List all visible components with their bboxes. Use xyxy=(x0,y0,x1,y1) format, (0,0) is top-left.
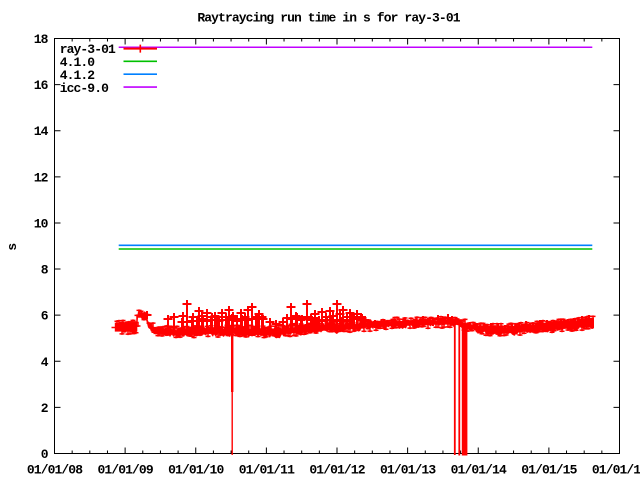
svg-text:18: 18 xyxy=(34,32,49,47)
svg-text:01/01/16: 01/01/16 xyxy=(592,463,640,478)
svg-text:01/01/11: 01/01/11 xyxy=(239,463,295,478)
svg-text:0: 0 xyxy=(41,447,49,462)
svg-text:01/01/14: 01/01/14 xyxy=(451,463,507,478)
svg-text:12: 12 xyxy=(34,170,49,185)
svg-text:4: 4 xyxy=(41,355,49,370)
svg-text:Raytraycing run time in s for: Raytraycing run time in s for ray-3-01 xyxy=(197,10,460,25)
svg-text:ray-3-01: ray-3-01 xyxy=(60,42,116,57)
svg-text:s: s xyxy=(5,243,20,251)
svg-text:01/01/08: 01/01/08 xyxy=(27,463,83,478)
svg-text:01/01/10: 01/01/10 xyxy=(168,463,224,478)
svg-text:14: 14 xyxy=(34,124,49,139)
svg-text:8: 8 xyxy=(41,263,49,278)
svg-text:4.1.2: 4.1.2 xyxy=(60,68,96,83)
svg-text:2: 2 xyxy=(41,401,49,416)
svg-text:01/01/12: 01/01/12 xyxy=(309,463,365,478)
svg-text:10: 10 xyxy=(34,216,49,231)
svg-text:6: 6 xyxy=(41,309,49,324)
svg-text:icc-9.0: icc-9.0 xyxy=(60,81,109,96)
svg-text:16: 16 xyxy=(34,78,49,93)
svg-text:01/01/15: 01/01/15 xyxy=(521,463,577,478)
svg-text:4.1.0: 4.1.0 xyxy=(60,55,96,70)
svg-text:01/01/13: 01/01/13 xyxy=(380,463,436,478)
svg-text:01/01/09: 01/01/09 xyxy=(98,463,154,478)
